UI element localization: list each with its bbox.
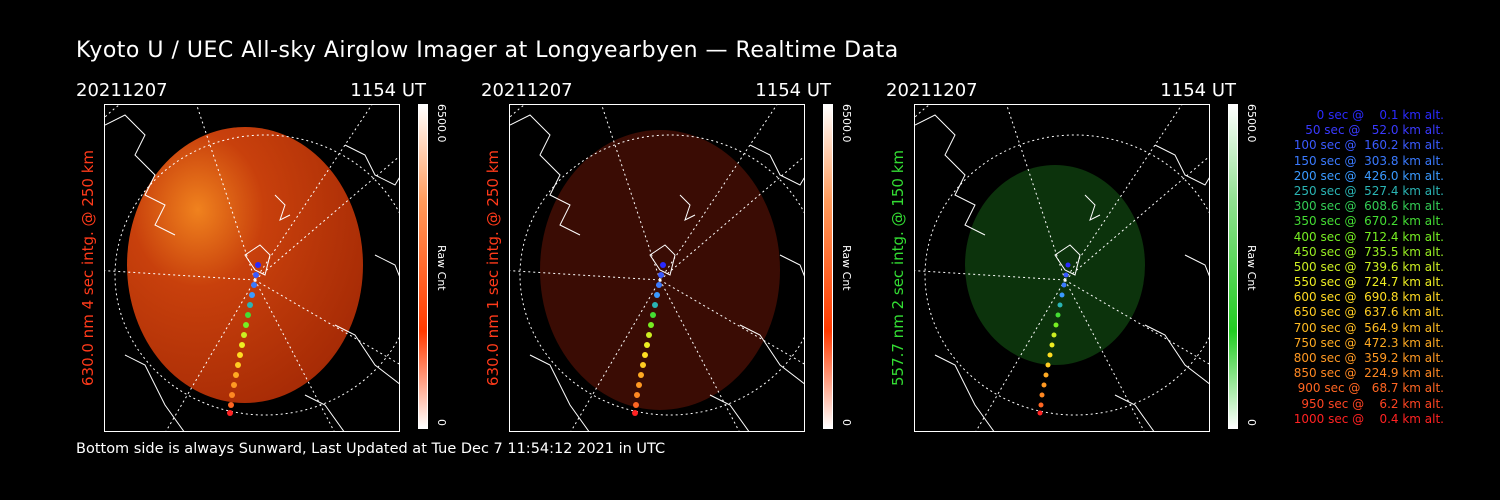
legend-row: 50 sec @ 52.0 km alt. xyxy=(1297,123,1444,138)
legend-row: 850 sec @ 224.9 km alt. xyxy=(1289,366,1444,381)
legend-row: 300 sec @ 608.6 km alt. xyxy=(1289,199,1444,214)
panel-time: 1154 UT xyxy=(350,80,426,101)
legend-row: 400 sec @ 712.4 km alt. xyxy=(1289,229,1444,244)
colorbar xyxy=(1228,104,1238,429)
legend-row: 0 sec @ 0.1 km alt. xyxy=(1305,108,1444,122)
colorbar-unit: Raw Cnt xyxy=(1245,245,1258,291)
panel-date: 20211207 xyxy=(481,80,573,101)
legend-row: 500 sec @ 739.6 km alt. xyxy=(1289,259,1444,274)
panel-date: 20211207 xyxy=(886,80,978,101)
legend-row: 650 sec @ 637.6 km alt. xyxy=(1289,305,1444,320)
legend-row: 350 sec @ 670.2 km alt. xyxy=(1289,214,1444,229)
coastlines xyxy=(915,114,1209,431)
colorbar-max: 6500.0 xyxy=(435,104,448,143)
colorbar-max: 6500.0 xyxy=(1245,104,1258,143)
colorbar-min: 0 xyxy=(435,419,448,426)
footer-note: Bottom side is always Sunward, Last Upda… xyxy=(76,441,666,457)
colorbar-min: 0 xyxy=(840,419,853,426)
airglow-image-disk xyxy=(127,127,363,403)
trajectory-dots xyxy=(227,262,261,416)
panel-ylabel: 630.0 nm 4 sec intg. @ 250 km xyxy=(79,149,97,387)
coastlines xyxy=(510,114,804,431)
allsky-image xyxy=(509,104,805,432)
legend-row: 600 sec @ 690.8 km alt. xyxy=(1289,290,1444,305)
panel-ylabel: 557.7 nm 2 sec intg. @ 150 km xyxy=(889,149,907,387)
trajectory-dots xyxy=(632,262,666,416)
colorbar-min: 0 xyxy=(1245,419,1258,426)
legend-row: 700 sec @ 564.9 km alt. xyxy=(1289,320,1444,335)
legend-row: 200 sec @ 426.0 km alt. xyxy=(1289,168,1444,183)
panel-557nm-2sec: 20211207 1154 UT 557.7 nm 2 sec intg. @ … xyxy=(886,80,1286,432)
coastlines xyxy=(105,114,399,431)
colorbar-unit: Raw Cnt xyxy=(435,245,448,291)
legend-row: 550 sec @ 724.7 km alt. xyxy=(1289,275,1444,290)
legend-row: 100 sec @ 160.2 km alt. xyxy=(1289,138,1444,153)
legend-row: 950 sec @ 6.2 km alt. xyxy=(1297,396,1444,411)
legend-row: 900 sec @ 68.7 km alt. xyxy=(1293,381,1444,396)
panel-time: 1154 UT xyxy=(1160,80,1236,101)
allsky-image xyxy=(104,104,400,432)
legend-row: 800 sec @ 359.2 km alt. xyxy=(1289,351,1444,365)
panel-630nm-4sec: 20211207 1154 UT 630.0 nm 4 sec intg. @ … xyxy=(76,80,476,432)
colorbar-unit: Raw Cnt xyxy=(840,245,853,291)
legend-row: 750 sec @ 472.3 km alt. xyxy=(1289,335,1444,350)
legend-row: 150 sec @ 303.8 km alt. xyxy=(1289,153,1444,168)
panel-time: 1154 UT xyxy=(755,80,831,101)
panel-date: 20211207 xyxy=(76,80,168,101)
allsky-image xyxy=(914,104,1210,432)
panel-630nm-1sec: 20211207 1154 UT 630.0 nm 1 sec intg. @ … xyxy=(481,80,881,432)
trajectory-legend: 0 sec @ 0.1 km alt. 50 sec @ 52.0 km alt… xyxy=(1262,108,1444,427)
trajectory-dots xyxy=(1037,262,1071,416)
panel-ylabel: 630.0 nm 1 sec intg. @ 250 km xyxy=(484,149,502,387)
legend-row: 1000 sec @ 0.4 km alt. xyxy=(1293,411,1444,426)
colorbar xyxy=(418,104,428,429)
colorbar xyxy=(823,104,833,429)
legend-row: 450 sec @ 735.5 km alt. xyxy=(1289,244,1444,259)
legend-row: 250 sec @ 527.4 km alt. xyxy=(1289,183,1444,198)
page-title: Kyoto U / UEC All-sky Airglow Imager at … xyxy=(76,38,899,63)
colorbar-max: 6500.0 xyxy=(840,104,853,143)
